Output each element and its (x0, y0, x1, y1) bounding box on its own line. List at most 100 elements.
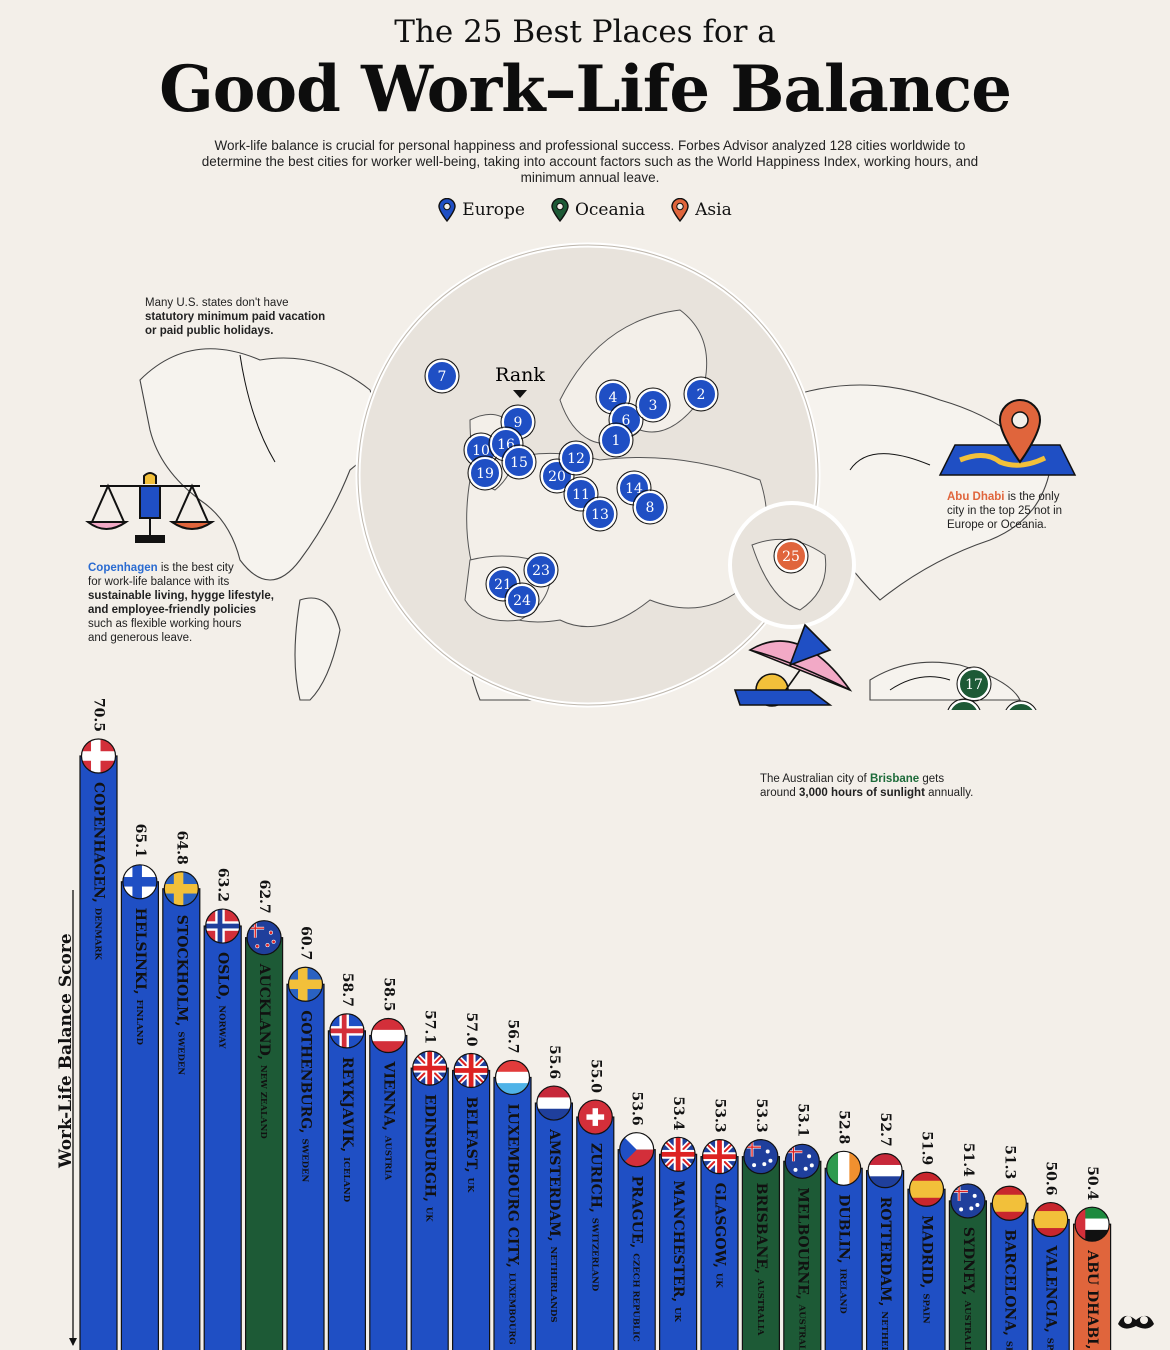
value-label: 53.6 (629, 1092, 645, 1126)
beach-umbrella-icon (733, 623, 853, 707)
bar-label: MADRID, SPAIN (919, 1215, 935, 1324)
bar-label: AMSTERDAM, NETHERLANDS (546, 1128, 562, 1322)
rank-number: 24 (513, 593, 531, 609)
bar-group: 57.1 EDINBURGH, UK (410, 1010, 449, 1350)
bar-label: VIENNA, AUSTRIA (380, 1061, 396, 1181)
netherlands-flag-icon (868, 1153, 903, 1188)
bar-group: 63.2 OSLO, NORWAY (203, 868, 242, 1350)
luxembourg-flag-icon (495, 1060, 530, 1095)
value-label: 56.7 (505, 1019, 521, 1053)
rank-marker: 22 (947, 698, 981, 710)
city-label: COPENHAGEN, (91, 782, 107, 908)
city-label: ABU DHABI, (1084, 1249, 1100, 1350)
value-label: 53.3 (753, 1099, 769, 1133)
rank-number: 3 (649, 398, 658, 414)
bar (741, 1156, 781, 1350)
value-label: 52.7 (877, 1113, 893, 1147)
bar-label: GOTHENBURG, SWEDEN (298, 1010, 314, 1182)
value-label: 63.2 (215, 868, 231, 902)
bar-group: 51.9 MADRID, SPAIN (907, 1131, 946, 1350)
rank-marker: 23 (523, 552, 559, 588)
bar (245, 937, 284, 1350)
country-label: LUXEMBOURG (507, 1273, 517, 1345)
country-label: UK (424, 1207, 434, 1222)
bar (534, 1102, 574, 1350)
bar-label: MELBOURNE, AUSTRALIA (794, 1187, 810, 1350)
bar-group: 56.7 LUXEMBOURG CITY, LUXEMBOURG (493, 1019, 532, 1350)
country-label: CZECH REPUBLIC (631, 1253, 641, 1342)
bar-group: 51.3 BARCELONA, SPAIN (990, 1145, 1029, 1350)
bar (327, 1030, 366, 1350)
australia-flag-icon (743, 1139, 778, 1174)
value-label: 70.5 (91, 698, 107, 732)
rank-marker: 25 (773, 538, 809, 574)
bar-group: 51.4 SYDNEY, AUSTRALIA (948, 1143, 988, 1350)
bar-group: 53.3 BRISBANE, AUSTRALIA (741, 1099, 781, 1350)
balance-scale-icon (85, 472, 216, 543)
netherlands-flag-icon (536, 1086, 571, 1121)
value-label: 62.7 (256, 880, 272, 914)
city-label: BRISBANE, (753, 1183, 769, 1279)
rank-marker: 2 (683, 376, 719, 412)
country-label: SWEDEN (300, 1138, 310, 1182)
city-label: DUBLIN, (836, 1194, 852, 1268)
bar-label: EDINBURGH, UK (422, 1094, 438, 1222)
value-label: 51.4 (960, 1143, 976, 1177)
bar-label: GLASGOW, UK (712, 1183, 728, 1289)
bar-group: 52.7 ROTTERDAM, NETHERLANDS (865, 1113, 905, 1350)
country-label: NETHERLANDS (880, 1311, 890, 1350)
country-label: SWITZERLAND (590, 1218, 600, 1292)
bar-label: PRAGUE, CZECH REPUBLIC (629, 1176, 645, 1342)
rank-number: 7 (438, 369, 447, 385)
value-label: 57.1 (422, 1010, 438, 1044)
city-label: HELSINKI, (132, 908, 148, 1000)
country-label: IRELAND (838, 1269, 848, 1315)
country-label: UK (466, 1178, 476, 1193)
abu-dhabi-map-pin-icon (938, 399, 1077, 476)
value-label: 65.1 (132, 824, 148, 858)
bar (410, 1067, 449, 1350)
bar-group: 58.7 REYKJAVIK, ICELAND (327, 973, 366, 1350)
bar (162, 888, 201, 1350)
north-america-shape (139, 348, 378, 581)
city-label: ROTTERDAM, (877, 1197, 893, 1312)
city-label: MELBOURNE, (794, 1187, 810, 1304)
bar-group: 55.0 ZURICH, SWITZERLAND (576, 1059, 615, 1350)
rank-number: 11 (572, 487, 590, 503)
spain-flag-icon (1033, 1202, 1068, 1237)
sweden-flag-icon (164, 871, 199, 906)
bar-label: BARCELONA, SPAIN (1001, 1229, 1017, 1350)
bar (286, 983, 325, 1350)
rank-number: 12 (567, 451, 585, 467)
bar-label: VALENCIA, SPAIN (1043, 1245, 1059, 1350)
country-label: NORWAY (217, 1005, 227, 1049)
switzerland-flag-icon (578, 1100, 613, 1135)
city-label: AUCKLAND, (256, 963, 272, 1065)
bar-chart: 70.5 COPENHAGEN, DENMARK 65.1 HELSINKI, FIN… (79, 698, 1112, 1350)
uk-flag-icon (454, 1053, 489, 1088)
bar-label: HELSINKI, FINLAND (132, 908, 148, 1046)
bar-label: STOCKHOLM, SWEDEN (173, 915, 189, 1076)
city-label: VALENCIA, (1043, 1245, 1059, 1338)
sweden-flag-icon (288, 967, 323, 1002)
rank-number: 20 (548, 469, 566, 485)
bar-group: 50.4 ABU DHABI, UAE (1072, 1166, 1112, 1350)
legend-item-europe: Europe (438, 198, 525, 222)
city-label: GOTHENBURG, (298, 1010, 314, 1138)
copenhagen-note: Copenhagen is the best city for work-lif… (88, 562, 274, 644)
city-label: EDINBURGH, (422, 1094, 438, 1207)
country-label: AUSTRIA (383, 1135, 393, 1181)
rank-marker: 15 (501, 444, 537, 480)
map-pin-icon (671, 198, 689, 222)
bar (203, 925, 242, 1350)
value-label: 57.0 (463, 1012, 479, 1046)
bar-label: SYDNEY, AUSTRALIA (960, 1227, 976, 1350)
bar-label: REYKJAVIK, ICELAND (339, 1057, 355, 1203)
map-pin-icon (551, 198, 569, 222)
country-label: UK (673, 1307, 683, 1322)
rank-number: 23 (532, 563, 550, 579)
bar-group: 53.3 GLASGOW, UK (700, 1099, 739, 1350)
rank-marker: 8 (632, 489, 668, 525)
rank-number: 6 (622, 413, 631, 429)
